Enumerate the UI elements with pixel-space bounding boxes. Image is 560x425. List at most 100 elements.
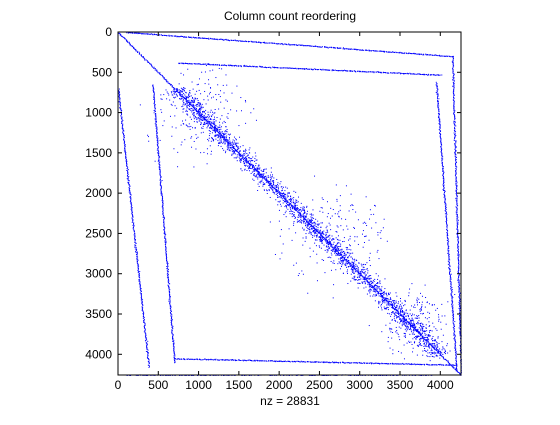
left-edge-line-marker [146, 346, 148, 348]
left-edge-line-marker [162, 201, 164, 203]
main-diagonal-marker [273, 188, 275, 190]
off-diagonal-band-marker [347, 272, 349, 274]
main-diagonal-marker [442, 356, 444, 358]
off-diagonal-band-marker [229, 140, 231, 142]
left-edge-line-marker [173, 344, 175, 346]
off-diagonal-band-marker [336, 252, 338, 254]
top-edge-line-marker [446, 55, 448, 57]
off-diagonal-band-marker [414, 326, 416, 328]
bottom-edge-line-marker [235, 359, 237, 361]
off-diagonal-band-marker [315, 223, 317, 225]
off-diagonal-band-marker [257, 189, 259, 191]
main-diagonal-marker [296, 210, 298, 212]
off-diagonal-band-marker [234, 150, 236, 152]
off-diagonal-band-marker [321, 240, 323, 242]
off-diagonal-band-marker [371, 283, 373, 285]
bottom-edge-line-marker [270, 360, 272, 362]
left-edge-line-marker [160, 192, 162, 194]
off-diagonal-band-marker [268, 182, 270, 184]
top-edge-line-marker [247, 41, 249, 43]
off-diagonal-band-marker [199, 102, 201, 104]
top-edge-line-marker [436, 55, 438, 57]
off-diagonal-band-marker [279, 183, 281, 185]
off-diagonal-band-marker [173, 96, 175, 98]
left-edge-line-marker [122, 125, 124, 127]
top-edge-line-marker [406, 73, 408, 75]
off-diagonal-band-marker [226, 147, 228, 149]
off-diagonal-band-marker [208, 114, 210, 116]
top-edge-line-marker [396, 52, 398, 54]
bottom-edge-line-marker [347, 362, 349, 364]
left-edge-line-marker [170, 311, 172, 312]
left-edge-line-marker [143, 325, 145, 327]
off-diagonal-band-marker [425, 334, 427, 336]
top-edge-line-marker [259, 66, 261, 68]
top-edge-line-marker [244, 65, 246, 67]
top-edge-line-marker [364, 71, 366, 73]
off-diagonal-band-marker [239, 136, 241, 138]
bottom-edge-line-marker [423, 363, 425, 365]
bottom-edge-line-marker [350, 362, 352, 364]
off-diagonal-band-marker [293, 197, 295, 199]
off-diagonal-band-marker [416, 315, 418, 317]
main-diagonal-marker [124, 38, 126, 40]
off-diagonal-band-marker [399, 305, 401, 307]
left-edge-line-marker [133, 222, 135, 224]
off-diagonal-band-marker [219, 126, 221, 128]
left-edge-line-marker [142, 299, 144, 301]
off-diagonal-band-marker [270, 183, 272, 185]
main-diagonal-marker [291, 205, 293, 207]
off-diagonal-band-marker [266, 178, 268, 180]
off-diagonal-band-marker [367, 276, 369, 278]
top-edge-line-marker [336, 70, 338, 72]
off-diagonal-band-marker [353, 271, 355, 273]
off-diagonal-band-marker [305, 225, 307, 227]
left-edge-line-marker [123, 135, 125, 137]
off-diagonal-band-marker [188, 94, 190, 96]
off-diagonal-band-marker [228, 149, 230, 151]
off-diagonal-band-marker [186, 101, 188, 103]
off-diagonal-band-marker [404, 324, 406, 326]
left-edge-line-marker [162, 206, 164, 208]
off-diagonal-band-marker [397, 312, 399, 314]
off-diagonal-band-marker [319, 231, 321, 233]
off-diagonal-band-marker [438, 350, 440, 352]
off-diagonal-band-marker [320, 237, 322, 239]
bottom-edge-line-marker [252, 360, 254, 362]
off-diagonal-band-marker [291, 216, 293, 218]
off-diagonal-band-marker [182, 105, 184, 107]
top-edge-line-marker [233, 39, 235, 41]
top-edge-line-marker [437, 74, 439, 76]
left-edge-line-marker [126, 178, 128, 180]
off-diagonal-band-marker [285, 198, 287, 200]
left-edge-line-marker [172, 334, 174, 336]
off-diagonal-band-marker [285, 204, 287, 206]
bottom-edge-line-marker [274, 360, 276, 362]
top-edge-line-marker [184, 36, 186, 38]
top-edge-line-marker [375, 71, 377, 73]
off-diagonal-band-marker [231, 154, 233, 156]
off-diagonal-band-marker [430, 350, 432, 352]
off-diagonal-band-marker [278, 201, 280, 203]
left-edge-line-marker [126, 175, 128, 177]
bottom-edge-line-marker [346, 362, 348, 364]
off-diagonal-band-marker [315, 230, 317, 232]
left-edge-line-marker [136, 248, 138, 250]
off-diagonal-band-marker [192, 97, 194, 99]
off-diagonal-band-marker [319, 239, 321, 241]
off-diagonal-band-marker [373, 288, 375, 290]
off-diagonal-band-marker [280, 181, 282, 183]
off-diagonal-band-marker [251, 163, 253, 165]
off-diagonal-band-marker [375, 293, 377, 295]
off-diagonal-band-marker [317, 229, 319, 231]
off-diagonal-band-marker [251, 171, 253, 173]
off-diagonal-band-marker [425, 345, 427, 347]
main-diagonal-marker [215, 129, 217, 131]
left-edge-line-marker [118, 92, 120, 94]
left-edge-line-marker [127, 174, 129, 176]
off-diagonal-band-marker [206, 115, 208, 117]
left-edge-line-marker [127, 181, 129, 183]
off-diagonal-band-marker [292, 201, 294, 203]
left-edge-line-marker [132, 215, 134, 217]
off-diagonal-band-marker [385, 292, 387, 294]
